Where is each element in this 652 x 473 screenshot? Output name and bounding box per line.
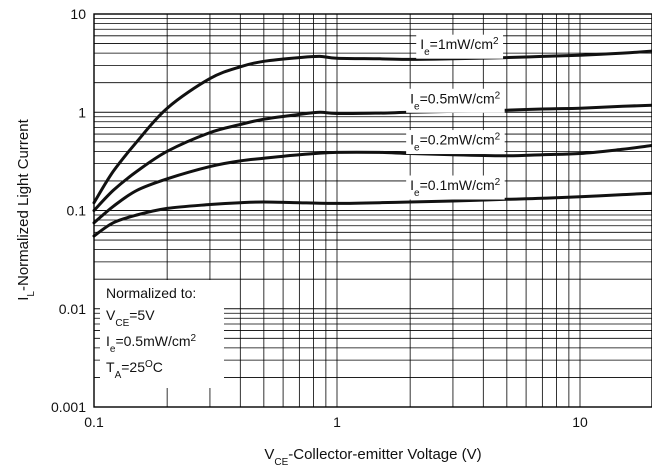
- plot-frame: [93, 13, 652, 408]
- x-tick-label: 1: [333, 414, 341, 430]
- y-tick-label: 0.1: [67, 203, 87, 219]
- series-label-ie-0-2mw: Ie=0.2mW/cm2: [410, 131, 501, 153]
- y-tick-label: 0.01: [59, 301, 86, 317]
- y-axis-label: IL-Normalized Light Current: [15, 118, 37, 300]
- y-tick-label: 10: [70, 6, 86, 22]
- y-tick-label: 0.001: [51, 399, 86, 415]
- series-line-ie-0-2mw: [92, 144, 652, 225]
- series-label-background: [406, 130, 505, 155]
- series-label-ie-1mw: Ie=1mW/cm2: [420, 36, 499, 58]
- x-tick-label: 10: [572, 414, 588, 430]
- x-axis-label: VCE-Collector-emitter Voltage (V): [264, 446, 481, 468]
- series-label-ie-0-5mw: Ie=0.5mW/cm2: [410, 90, 501, 112]
- series-label-background: [406, 175, 505, 200]
- x-tick-label: 0.1: [84, 414, 104, 430]
- series-line-ie-1mw: [92, 49, 652, 205]
- series-label-background: [416, 34, 504, 59]
- note-line-ie: Ie=0.5mW/cm2: [106, 333, 197, 355]
- series-line-ie-0-5mw: [92, 103, 652, 212]
- note-title: Normalized to:: [106, 285, 196, 301]
- y-tick-label: 1: [78, 104, 86, 120]
- note-line-vce: VCE=5V: [106, 307, 155, 329]
- label-layer: Ie=1mW/cm2 Ie=0.5mW/cm2 Ie=0.2mW/cm2 Ie=0.1…: [406, 34, 505, 200]
- grid: [93, 13, 652, 408]
- series-layer: [92, 49, 652, 238]
- note-line-ta: TA=25OC: [106, 359, 163, 381]
- series-label-background: [406, 88, 505, 113]
- series-line-ie-0-1mw: [92, 191, 652, 238]
- ticks-layer: 0.1 1 10 10 1 0.1 0.01 0.001: [51, 6, 588, 430]
- normalization-note: Normalized to: VCE=5V Ie=0.5mW/cm2 TA=25…: [100, 280, 224, 388]
- series-label-ie-0-1mw: Ie=0.1mW/cm2: [410, 177, 501, 199]
- note-background: [100, 280, 224, 388]
